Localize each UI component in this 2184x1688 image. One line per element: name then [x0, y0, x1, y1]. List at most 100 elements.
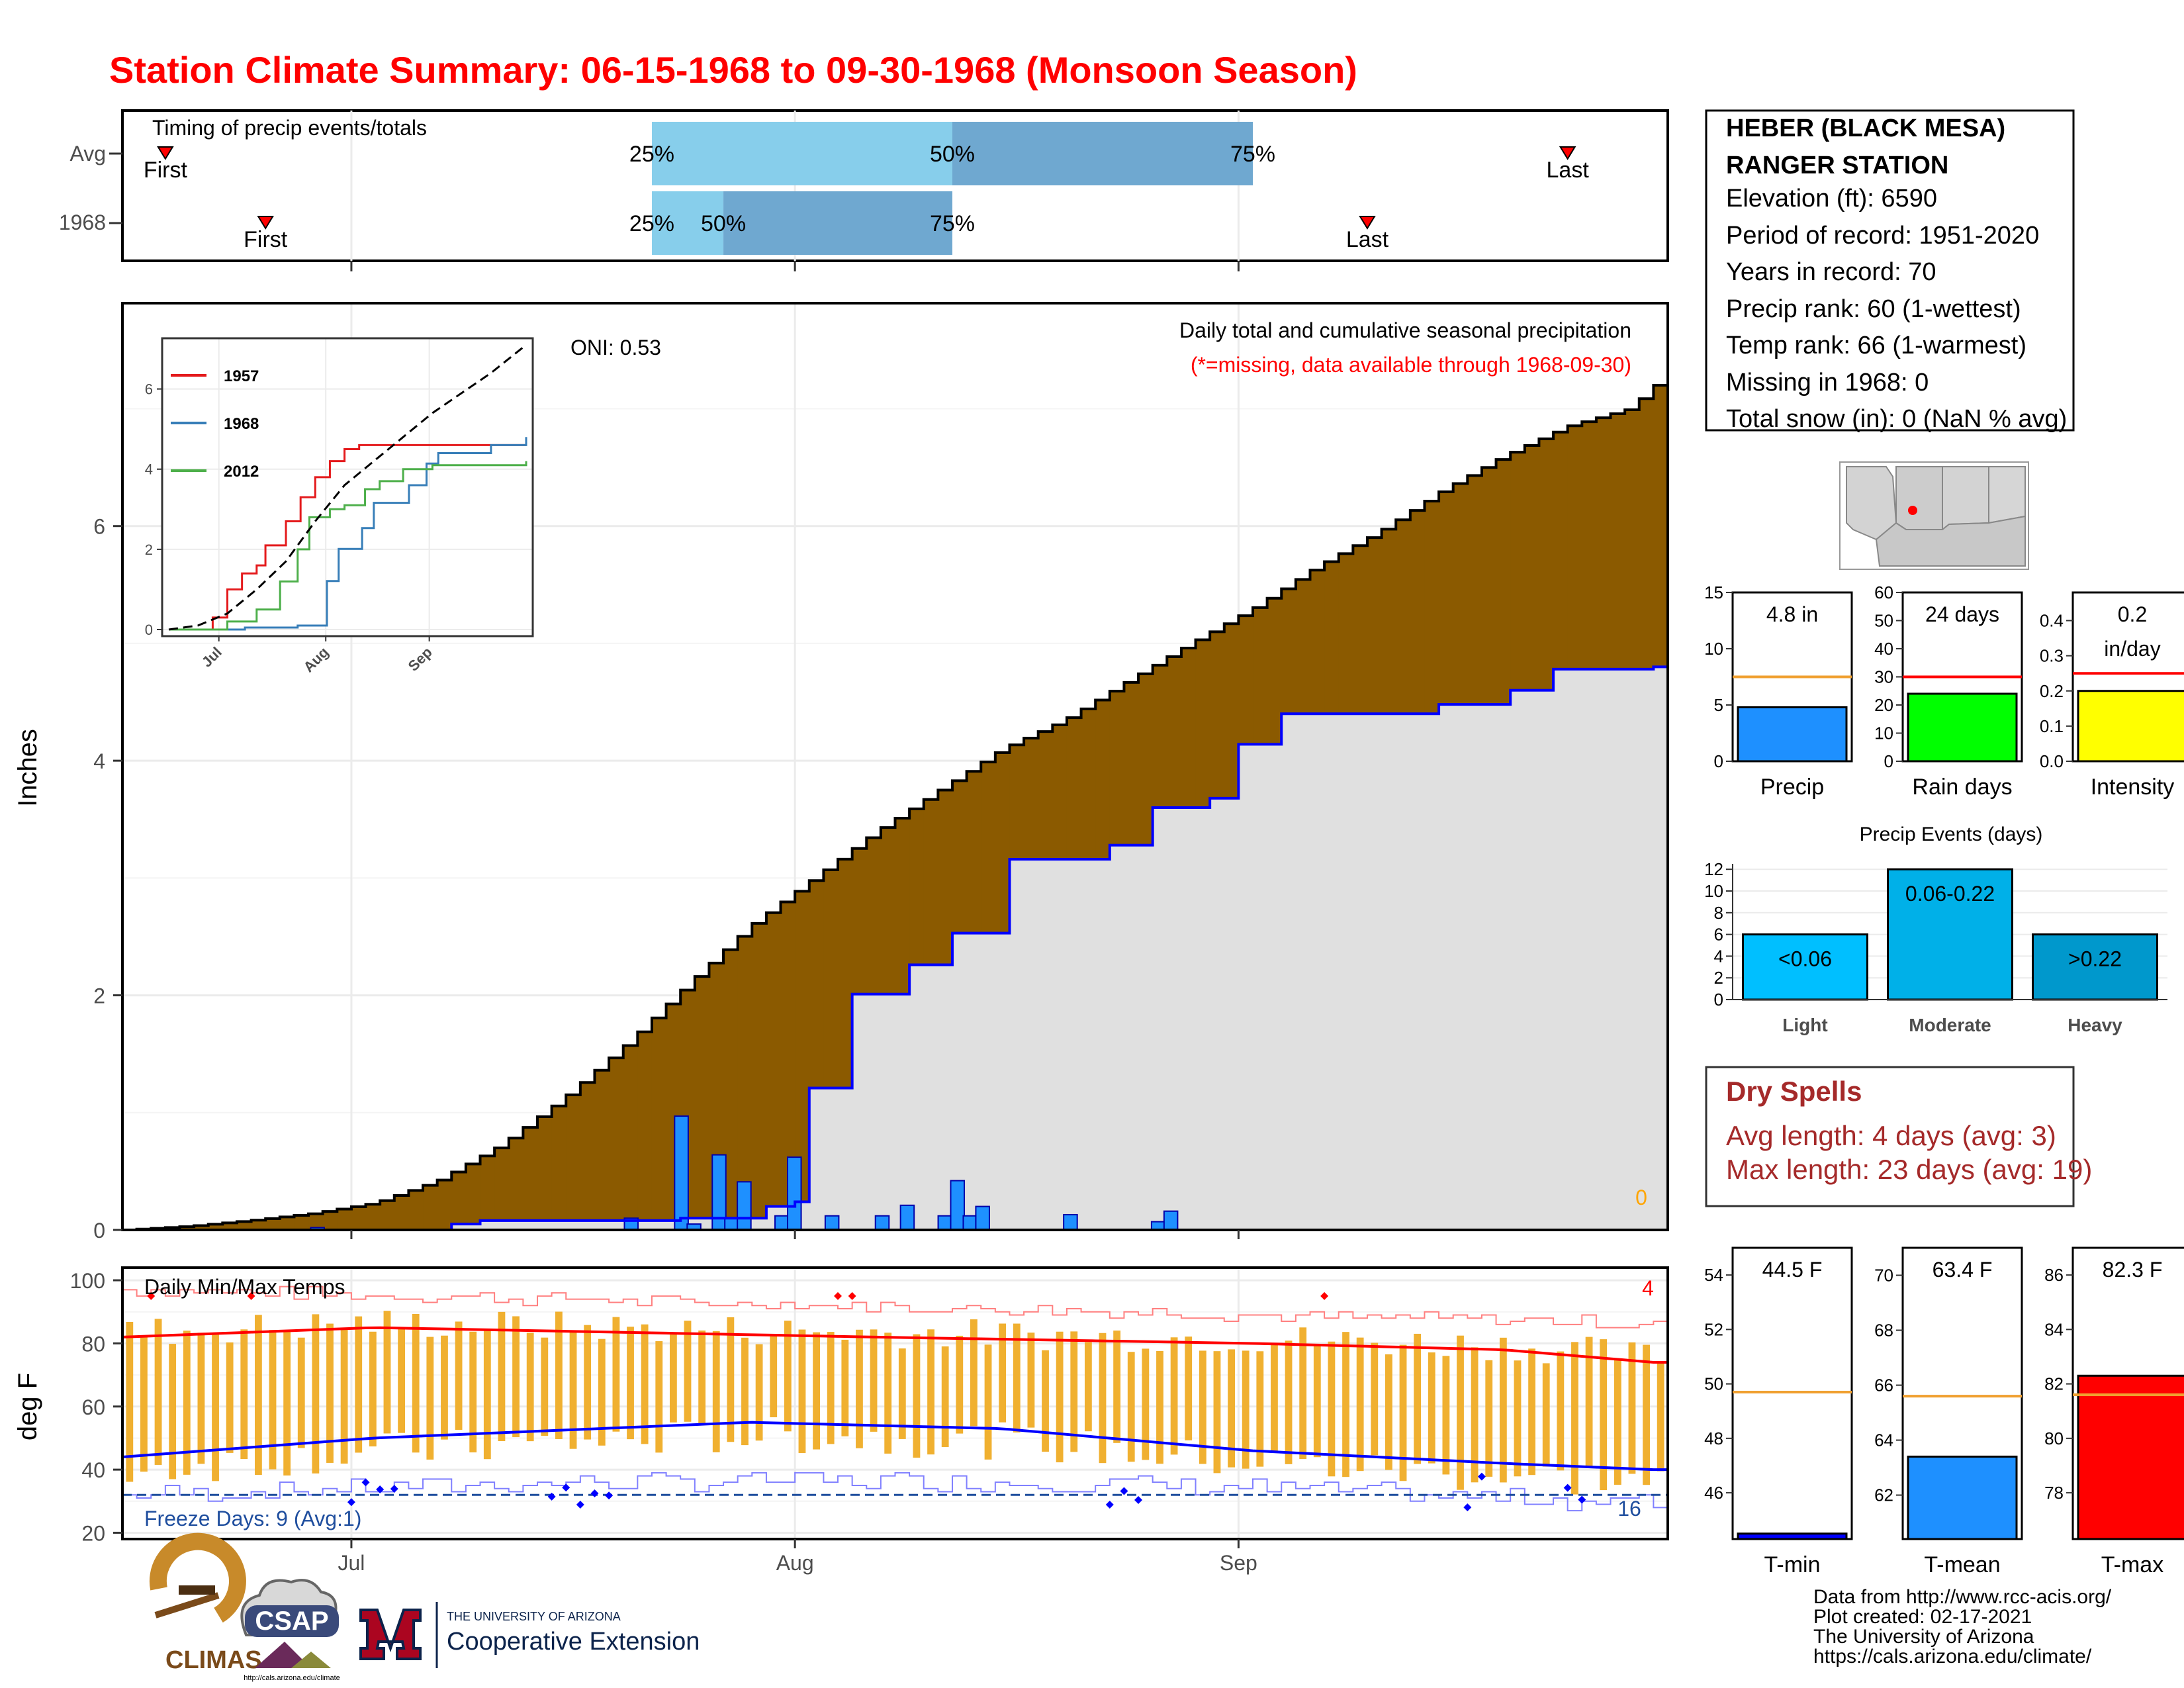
cum-deficit-fill [1424, 500, 1439, 714]
tmean-ytick-label: 68 [1874, 1321, 1893, 1340]
temp-ytick-label: 20 [81, 1521, 105, 1545]
cum-base-fill [1610, 669, 1625, 1230]
dry-spells-avg: Avg length: 4 days (avg: 3) [1726, 1120, 2056, 1151]
cum-base-fill [1152, 808, 1168, 1230]
daily-temp-bar [212, 1334, 219, 1481]
cum-base-fill [1439, 704, 1454, 1230]
cum-deficit-fill [1367, 538, 1383, 714]
intensity-ytick-label: 0.1 [2040, 716, 2064, 736]
tmin-ytick-label: 50 [1704, 1374, 1723, 1394]
cum-deficit-fill [208, 1224, 224, 1230]
temp-summary-bars: 46 48 50 52 54 44.5 F T-min 62 64 66 68 70 63.4 F T-m… [1704, 1246, 2184, 1577]
cum-deficit-fill [1224, 624, 1240, 798]
daily-temp-bar [1542, 1363, 1550, 1467]
cum-deficit-fill [423, 1185, 438, 1230]
intensity-bar [2077, 690, 2184, 763]
temp-ytick-label: 80 [81, 1332, 105, 1356]
timing-q25-q50-box [651, 191, 724, 255]
daily-temp-bar [884, 1333, 892, 1454]
timing-quantile-label: 75% [1230, 142, 1275, 167]
cum-deficit-fill [766, 912, 782, 1207]
daily-temp-bar [426, 1336, 434, 1460]
timing-marker-label: First [144, 158, 188, 183]
daily-temp-bar [240, 1329, 248, 1460]
timing-q50-q75-box [723, 191, 952, 255]
daily-precip-bar [950, 1180, 966, 1231]
daily-temp-bar [627, 1327, 634, 1440]
inset-legend-label: 1957 [224, 367, 259, 385]
cum-base-fill [580, 1220, 596, 1230]
daily-temp-bar [1428, 1352, 1435, 1464]
daily-temp-bar [1027, 1333, 1035, 1428]
csap-logo: CSAP http://cals.arizona.edu/climate [240, 1579, 340, 1682]
events-category-label: Moderate [1909, 1015, 1991, 1035]
precip-ytick-label: 0 [93, 1219, 105, 1243]
rain-days-ytick-label: 20 [1874, 695, 1893, 715]
cum-deficit-fill [838, 859, 853, 1088]
timing-quantile-label: 50% [701, 211, 746, 236]
events-bar-value-label: >0.22 [2068, 947, 2122, 971]
daily-temp-bar [1499, 1337, 1507, 1483]
rain-days-ytick-label: 60 [1874, 583, 1893, 602]
cum-base-fill [1596, 669, 1612, 1230]
cum-base-fill [1567, 669, 1583, 1230]
station-info-box: HEBER (BLACK MESA) RANGER STATION Elevat… [1705, 109, 2075, 433]
cum-deficit-fill [465, 1164, 481, 1225]
daily-temp-bar [612, 1317, 620, 1432]
cum-deficit-fill [1567, 426, 1583, 669]
cum-deficit-fill [809, 880, 825, 1088]
cum-deficit-fill [1281, 588, 1297, 714]
cum-base-fill [1310, 714, 1325, 1230]
precip-panel: 0 2 4 6 Inches ONI: 0.53 Daily total and cu… [13, 302, 1669, 1243]
cum-base-fill [1653, 667, 1668, 1230]
inset-ytick-label: 0 [145, 622, 153, 638]
events-ytick-label: 0 [1714, 990, 1723, 1009]
tmax-ytick-label: 78 [2044, 1483, 2064, 1503]
cum-deficit-fill [523, 1127, 538, 1221]
rain-days-ytick-label: 10 [1874, 724, 1893, 743]
cum-deficit-fill [895, 818, 910, 994]
university-of-arizona-logo: THE UNIVERSITY OF ARIZONA Cooperative Ex… [359, 1602, 700, 1668]
cum-base-fill [551, 1220, 567, 1230]
temp-ytick-label: 60 [81, 1395, 105, 1419]
tmin-bar [1737, 1532, 1848, 1540]
cum-base-fill [823, 1088, 839, 1230]
timing-marker-label: First [244, 227, 288, 252]
daily-temp-bar [1399, 1344, 1407, 1481]
cum-base-fill [1410, 714, 1426, 1230]
cum-base-fill [1038, 859, 1054, 1230]
daily-temp-bar [455, 1321, 463, 1430]
cum-deficit-fill [1338, 553, 1354, 714]
cum-deficit-fill [1439, 491, 1454, 705]
daily-temp-bar [898, 1348, 906, 1439]
station-precip-rank: Precip rank: 60 (1-wettest) [1726, 295, 2021, 323]
precip-total-ytick-label: 10 [1704, 639, 1723, 659]
tmin-value-label: 44.5 F [1762, 1258, 1823, 1282]
cum-deficit-fill [694, 976, 710, 1219]
tmean-ytick-label: 64 [1874, 1430, 1893, 1450]
precip-events-title: Precip Events (days) [1860, 823, 2043, 845]
cum-base-fill [966, 933, 982, 1230]
record-low-marker [1477, 1472, 1486, 1481]
events-ytick-label: 6 [1714, 925, 1723, 945]
cum-deficit-fill [1453, 483, 1469, 705]
tmax-bar [2077, 1374, 2184, 1540]
cum-deficit-fill [1381, 529, 1397, 714]
cum-deficit-fill [1324, 561, 1340, 714]
daily-precip-bar [824, 1215, 840, 1231]
daily-temp-bar [1471, 1347, 1479, 1483]
precip-missing-count: 0 [1635, 1186, 1647, 1209]
cum-deficit-fill [1138, 673, 1154, 845]
tmean-ytick-label: 66 [1874, 1376, 1893, 1395]
daily-temp-bar [1256, 1351, 1264, 1467]
cum-base-fill [1253, 744, 1268, 1230]
daily-temp-bar [970, 1319, 978, 1427]
precip-total-ytick-label: 15 [1704, 583, 1723, 602]
tmean-ytick-label: 70 [1874, 1266, 1893, 1286]
rain-days-ytick-label: 30 [1874, 667, 1893, 687]
cum-base-fill [1224, 798, 1240, 1230]
daily-temp-bar [1213, 1351, 1221, 1474]
intensity-ytick-label: 0.3 [2040, 646, 2064, 666]
daily-temp-bar [1600, 1339, 1608, 1491]
tmin-ytick-label: 52 [1704, 1319, 1723, 1339]
